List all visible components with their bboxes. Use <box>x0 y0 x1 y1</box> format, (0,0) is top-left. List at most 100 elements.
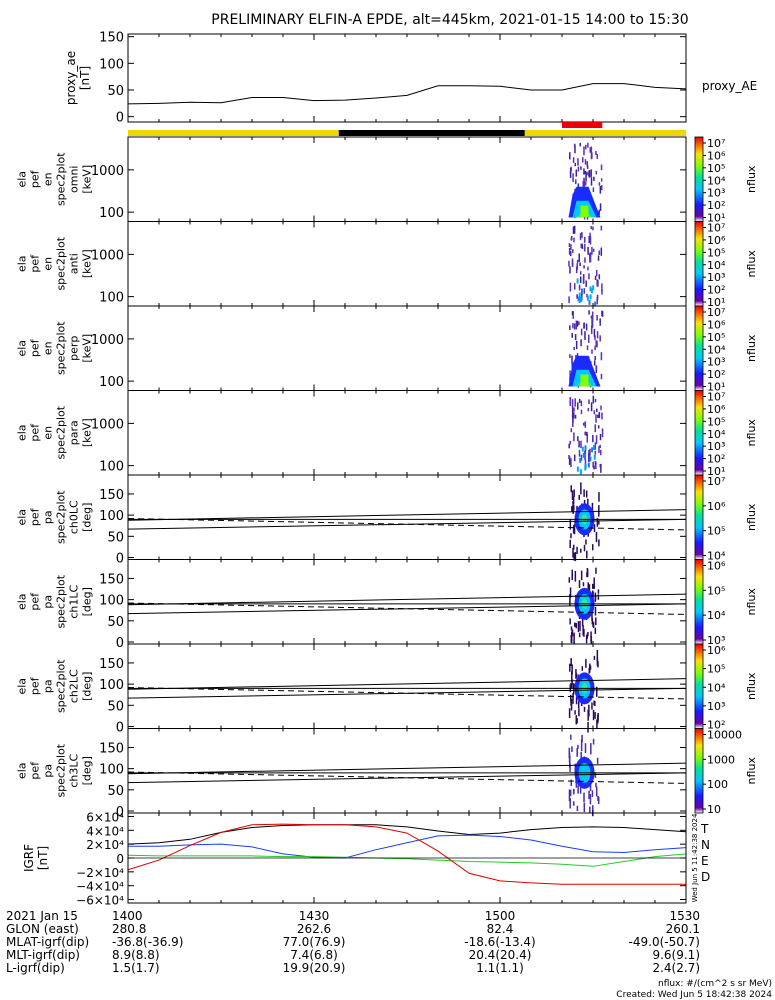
flux-speckle <box>583 628 585 637</box>
y-tick-label: 100 <box>99 678 124 693</box>
axis-label-line: pef <box>28 592 41 611</box>
y-tick-label: 50 <box>107 784 124 799</box>
flux-speckle <box>593 577 595 589</box>
y-tick-label: 2×10⁴ <box>86 838 124 852</box>
footer-value: 260.1 <box>666 922 700 936</box>
flux-speckle <box>592 435 594 443</box>
flux-speckle <box>583 706 586 712</box>
flux-speckle <box>570 658 572 667</box>
flux-speckle <box>580 288 583 294</box>
flux-speckle <box>584 181 587 186</box>
flux-speckle <box>590 146 593 153</box>
flux-speckle <box>598 182 601 186</box>
colorbar-tick-label: 10⁷ <box>707 391 725 404</box>
ae-frame <box>127 33 687 123</box>
footer-value: 8.9(8.8) <box>112 948 160 962</box>
axis-label-line: [deg] <box>80 503 93 532</box>
flux-speckle <box>584 431 586 436</box>
flux-speckle <box>586 171 588 176</box>
flux-speckle <box>601 412 603 420</box>
colorbar-tick-label: 10⁶ <box>707 403 726 416</box>
flux-speckle <box>581 292 583 300</box>
axis-label-line: pef <box>28 254 41 273</box>
created-timestamp: Created: Wed Jun 5 18:42:38 2024 <box>616 990 772 1000</box>
footer-value: -49.0(-50.7) <box>629 935 700 949</box>
flux-speckle <box>577 744 579 749</box>
axis-label-line: pef <box>28 338 41 357</box>
flux-speckle <box>598 492 600 502</box>
flux-speckle <box>571 399 574 408</box>
flux-speckle <box>569 152 571 160</box>
flux-speckle <box>588 584 591 592</box>
flux-speckle <box>588 273 590 280</box>
flux-speckle <box>569 594 571 607</box>
flux-speckle <box>576 748 578 757</box>
footer-value: 2.4(2.7) <box>652 961 700 975</box>
panel-ylabel: ela pef pa spec2plot ch0LC [deg] <box>15 490 93 544</box>
flux-speckle <box>578 284 581 291</box>
flux-speckle <box>576 546 578 555</box>
flux-speckle <box>577 183 580 188</box>
panel-frame <box>127 305 687 391</box>
colorbar-tick-label: 10⁵ <box>707 525 725 538</box>
flux-speckle <box>589 286 592 292</box>
anti-loss-cone-line <box>127 518 687 531</box>
igrf-legend-N: N <box>701 838 710 852</box>
flux-speckle <box>568 708 571 719</box>
flux-speckle <box>577 785 579 794</box>
axis-label-line: omni <box>67 166 80 193</box>
colorbar <box>694 474 704 560</box>
colorbar-title-group: nflux <box>745 757 758 785</box>
flux-speckle <box>595 531 598 543</box>
colorbar-tick-label: 1000 <box>707 753 735 766</box>
flux-speckle <box>589 232 591 237</box>
y-tick-label: 0 <box>116 721 124 736</box>
colorbar <box>694 390 704 476</box>
flux-speckle <box>570 694 572 702</box>
flux-speckle <box>595 435 598 444</box>
loss-cone-line <box>127 678 687 690</box>
flux-speckle <box>572 496 575 505</box>
colorbar <box>694 136 704 222</box>
flux-speckle <box>578 297 581 303</box>
y-tick-label: 0 <box>116 852 124 866</box>
flux-speckle <box>587 582 589 593</box>
flux-speckle <box>583 177 585 182</box>
flux-speckle <box>596 331 599 339</box>
flux-speckle <box>568 789 571 802</box>
flux-speckle <box>583 168 585 175</box>
flux-speckle <box>573 552 575 561</box>
colorbar-tick-label: 10⁴ <box>707 550 726 563</box>
flux-speckle <box>573 237 575 243</box>
flux-speckle <box>593 360 596 366</box>
flux-speckle <box>592 187 595 192</box>
flux-speckle <box>574 551 577 562</box>
flux-speckle <box>601 428 604 438</box>
colorbar-tick-label: 10¹ <box>707 296 725 309</box>
plot-title: PRELIMINARY ELFIN-A EPDE, alt=445km, 202… <box>211 12 688 28</box>
flux-speckle <box>583 792 585 803</box>
axis-label-line: pef <box>28 169 41 188</box>
flux-speckle <box>570 779 572 786</box>
colorbar-tick-label: 10⁴ <box>707 428 726 441</box>
axis-label-line: [keV] <box>80 418 93 447</box>
colorbar-title: nflux <box>745 672 758 700</box>
flux-speckle <box>573 432 575 442</box>
flux-speckle <box>599 185 602 194</box>
flux-speckle <box>589 147 591 153</box>
flux-speckle <box>578 440 580 448</box>
footer-value: 1530 <box>669 909 700 923</box>
flux-speckle <box>600 373 603 380</box>
footer-row-label: MLT-igrf(dip) <box>6 948 80 962</box>
flux-speckle <box>579 457 582 463</box>
colorbar-tick-label: 10³ <box>707 187 725 200</box>
colorbar-tick-label: 10⁵ <box>707 331 725 344</box>
colorbar-tick-label: 10⁶ <box>707 234 726 247</box>
panel-ylabel: ela pef en spec2plot para [keV] <box>15 405 93 459</box>
y-tick-label: 1000 <box>91 333 124 348</box>
flux-speckle <box>594 627 597 634</box>
flux-speckle <box>578 632 581 638</box>
flux-speckle <box>575 623 578 629</box>
